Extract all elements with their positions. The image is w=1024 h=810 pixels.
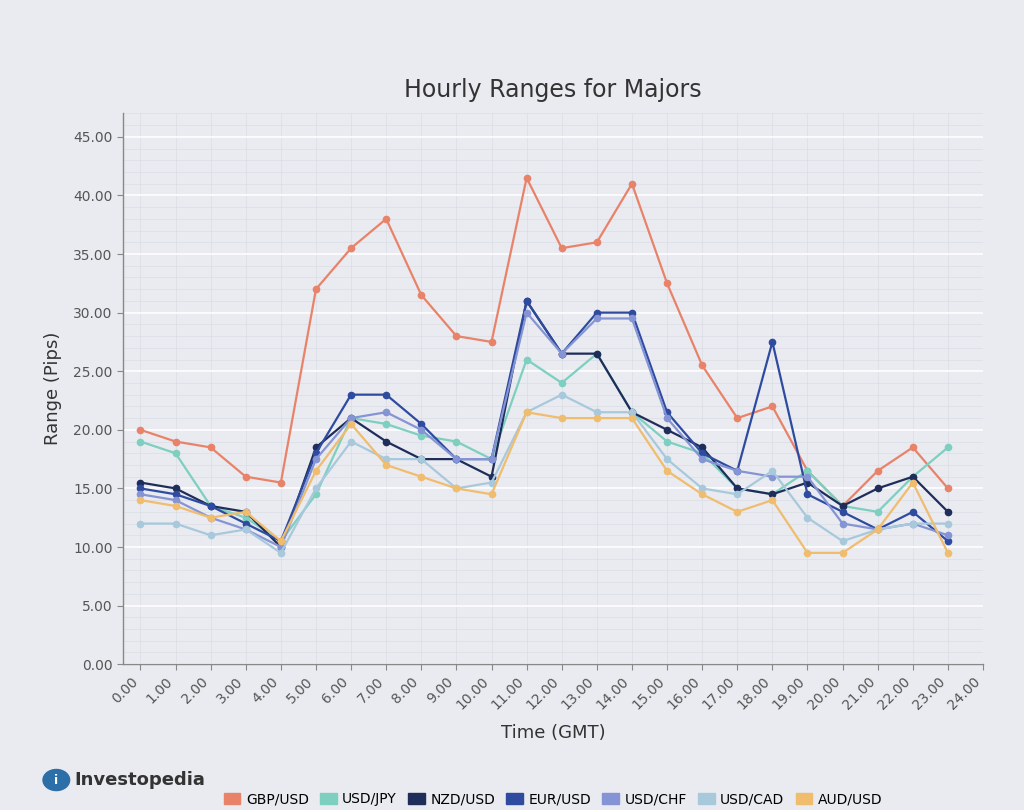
Text: Investopedia: Investopedia <box>75 771 206 789</box>
Y-axis label: Range (Pips): Range (Pips) <box>44 332 61 446</box>
Title: Hourly Ranges for Majors: Hourly Ranges for Majors <box>404 78 701 102</box>
X-axis label: Time (GMT): Time (GMT) <box>501 723 605 742</box>
Legend: GBP/USD, USD/JPY, NZD/USD, EUR/USD, USD/CHF, USD/CAD, AUD/USD: GBP/USD, USD/JPY, NZD/USD, EUR/USD, USD/… <box>223 792 883 806</box>
Text: i: i <box>54 774 58 787</box>
